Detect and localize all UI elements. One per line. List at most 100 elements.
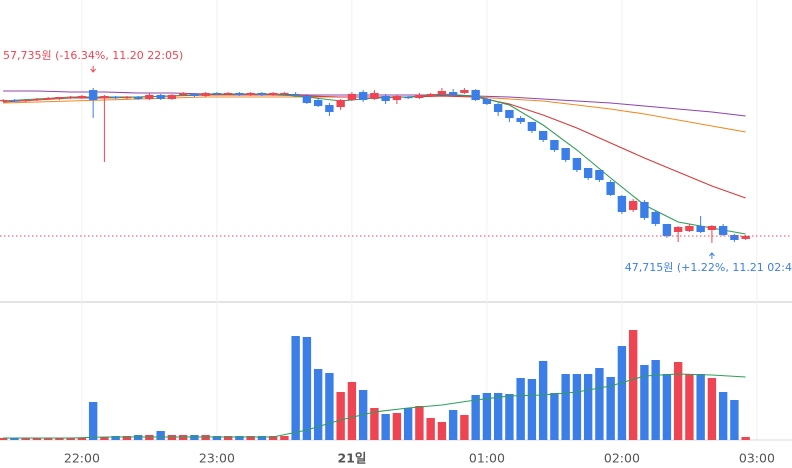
candle-body xyxy=(302,95,312,104)
volume-bar xyxy=(403,408,413,440)
volume-bar xyxy=(662,374,672,440)
volume-bar xyxy=(392,413,402,440)
candle-body xyxy=(606,181,615,195)
volume-bar xyxy=(280,436,289,440)
candle-body xyxy=(0,100,8,102)
volume-bar xyxy=(370,408,379,440)
candle-body xyxy=(437,91,447,94)
volume-bar xyxy=(302,337,312,440)
candle-body xyxy=(415,94,424,98)
x-tick-label: 03:00 xyxy=(739,451,775,466)
volume-bar xyxy=(336,392,345,440)
moving-average-line xyxy=(3,95,746,133)
volume-bar xyxy=(268,436,278,440)
x-tick-label: 02:00 xyxy=(604,451,640,466)
candle-body xyxy=(696,225,705,233)
volume-bar xyxy=(426,418,435,440)
candle-body xyxy=(561,148,570,161)
volume-bar xyxy=(572,374,582,440)
volume-bar xyxy=(527,379,537,440)
volume-bar xyxy=(43,438,53,440)
candle-body xyxy=(493,104,503,112)
candle-body xyxy=(505,109,514,119)
candle-body xyxy=(145,94,154,99)
x-tick-label: 23:00 xyxy=(199,451,235,466)
volume-bar xyxy=(381,414,390,440)
candle-body xyxy=(55,96,64,99)
volume-bar xyxy=(235,436,244,440)
candle-body xyxy=(178,92,188,95)
candle-body xyxy=(448,92,458,95)
volume-bar xyxy=(493,393,503,440)
volume-bar xyxy=(516,378,525,440)
candle-body xyxy=(291,93,300,96)
volume-bar xyxy=(550,393,559,440)
volume-bar xyxy=(606,377,615,440)
volume-bar xyxy=(707,378,717,440)
candle-body xyxy=(32,98,42,101)
candle-body xyxy=(628,201,638,210)
volume-bar xyxy=(21,438,30,440)
volume-bar xyxy=(291,336,300,440)
candle-body xyxy=(482,98,492,105)
candle-body xyxy=(685,225,694,232)
volume-bar xyxy=(471,395,480,440)
candle-body xyxy=(133,96,143,99)
candle-body xyxy=(392,95,402,100)
volume-bar xyxy=(595,368,604,440)
candle-body xyxy=(662,223,672,236)
candle-body xyxy=(381,95,390,102)
max-annotation: 57,735원 (-16.34%, 11.20 22:05) xyxy=(3,49,183,62)
candle-body xyxy=(572,158,582,170)
volume-bar xyxy=(651,360,660,440)
volume-bar xyxy=(718,392,728,440)
x-tick-label: 21일 xyxy=(337,451,366,466)
x-tick-label: 01:00 xyxy=(469,451,505,466)
candle-body xyxy=(280,92,289,95)
volume-bar xyxy=(583,374,593,440)
candle-body xyxy=(471,90,480,100)
volume-bar xyxy=(55,438,64,440)
candle-body xyxy=(516,118,525,122)
volume-bar xyxy=(88,402,98,440)
candle-body xyxy=(235,92,244,95)
volume-bar xyxy=(685,374,694,440)
candle-body xyxy=(640,202,649,218)
moving-average-line xyxy=(3,93,746,235)
candle-body xyxy=(741,235,750,239)
volume-bar xyxy=(696,374,705,440)
candle-body xyxy=(583,167,593,179)
candle-body xyxy=(167,94,177,99)
volume-bar xyxy=(77,438,87,440)
volume-bar xyxy=(628,330,638,440)
candle-body xyxy=(212,92,222,95)
volume-bar xyxy=(257,436,267,440)
volume-bar xyxy=(32,438,42,440)
volume-bar xyxy=(66,438,75,440)
volume-bar xyxy=(212,436,222,440)
candle-body xyxy=(718,225,728,235)
volume-bar xyxy=(730,400,739,440)
candle-body xyxy=(100,95,109,98)
candle-body xyxy=(156,94,165,99)
candle-body xyxy=(10,100,19,102)
candle-body xyxy=(617,195,627,212)
candle-body xyxy=(707,225,717,231)
candle-body xyxy=(190,93,199,96)
candle-body xyxy=(21,100,30,102)
volume-bar xyxy=(347,382,357,440)
min-annotation: 47,715원 (+1.22%, 11.21 02:40 xyxy=(625,261,792,274)
volume-bar xyxy=(482,393,492,440)
volume-bar xyxy=(741,437,750,440)
candle-body xyxy=(88,90,98,100)
volume-bar xyxy=(246,436,255,440)
volume-bar xyxy=(460,415,469,440)
volume-bar xyxy=(223,436,233,440)
candle-body xyxy=(460,90,469,93)
candle-body xyxy=(347,93,357,100)
volume-bar xyxy=(156,431,165,440)
min-arrow xyxy=(709,252,715,259)
volume-bar xyxy=(505,394,514,440)
candle-body xyxy=(403,96,413,99)
